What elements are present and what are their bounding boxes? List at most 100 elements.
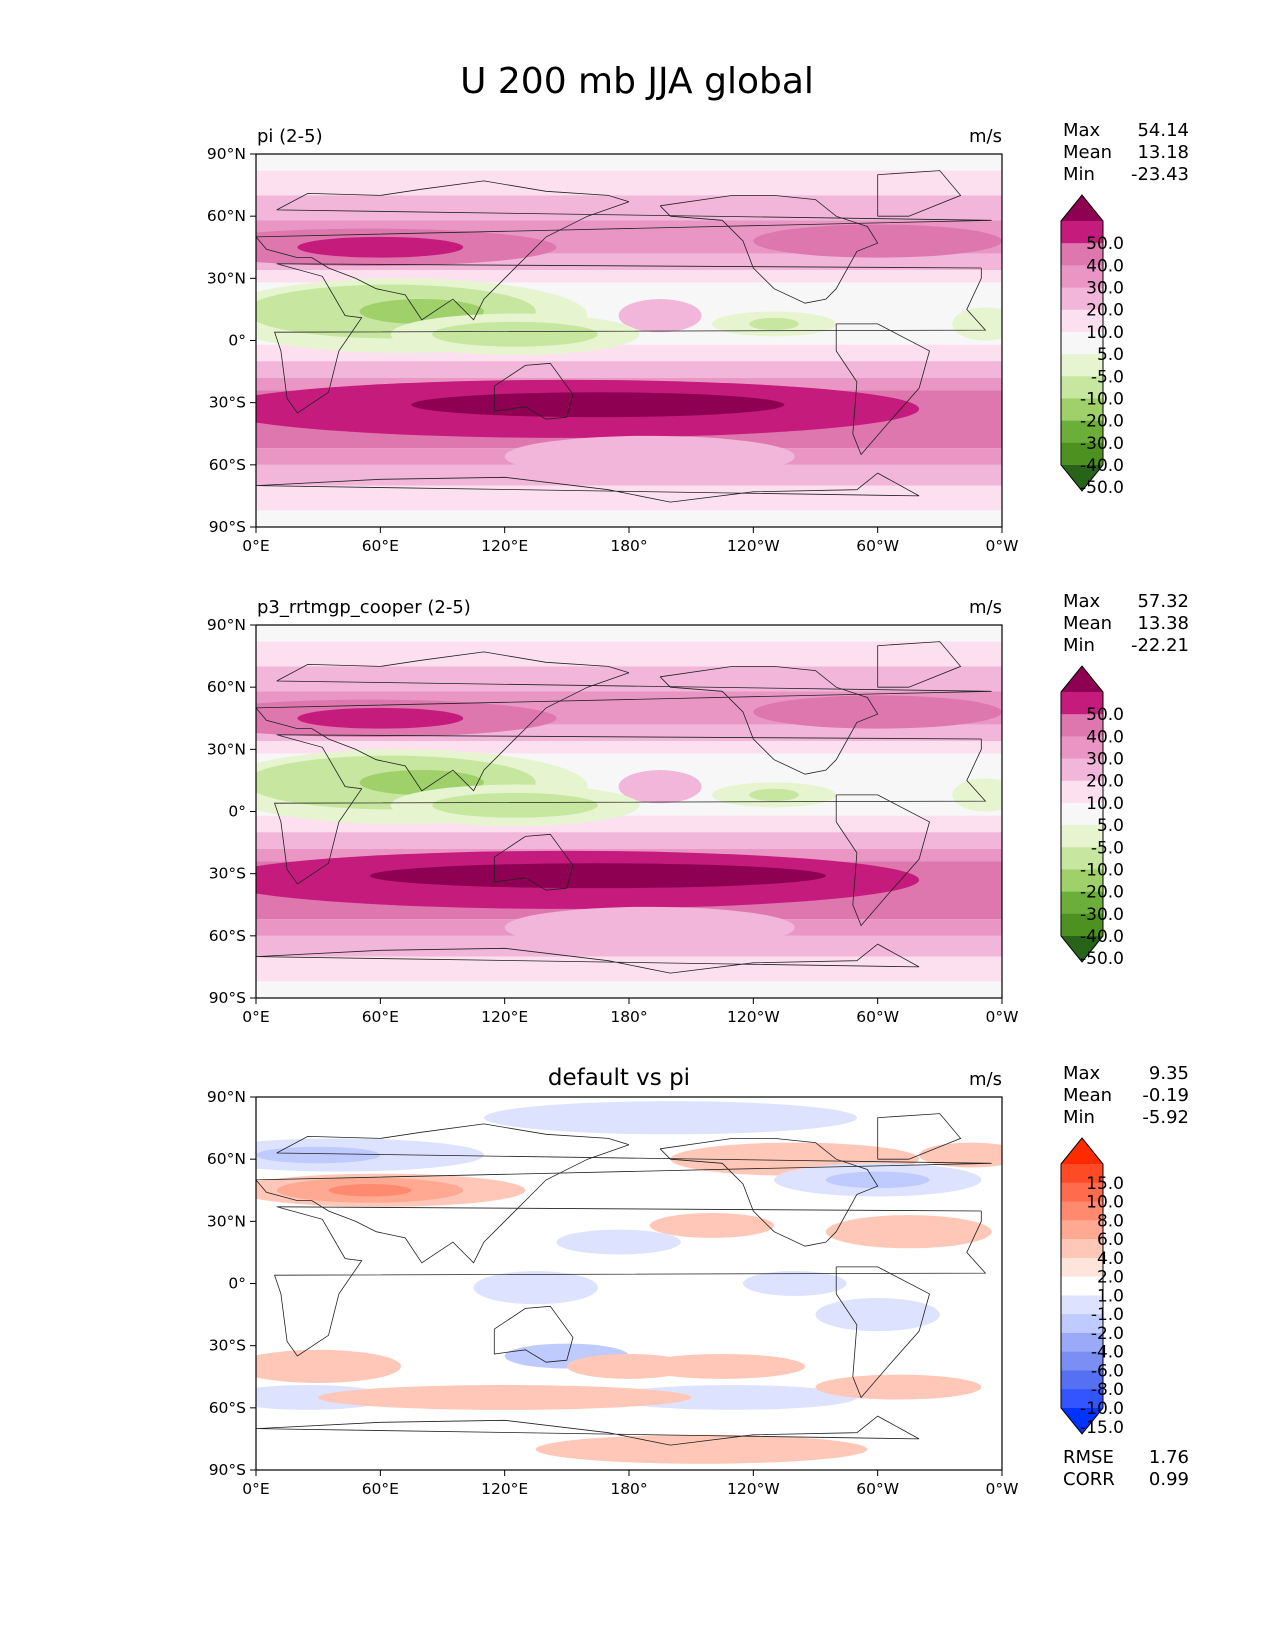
x-tick-label: 180° — [610, 1480, 647, 1498]
colorbar-segment — [1061, 265, 1103, 289]
colorbar-label: -50.0 — [1080, 478, 1124, 498]
x-tick-label: 0°E — [242, 1008, 269, 1026]
y-tick-label: 90°S — [209, 518, 246, 536]
coastline — [256, 943, 920, 974]
colorbar-label: -10.0 — [1080, 860, 1124, 880]
coastline — [659, 1138, 879, 1247]
colorbar-label: 30.0 — [1086, 750, 1124, 770]
colorbar-label: -1.0 — [1091, 1305, 1124, 1325]
colorbar-segment — [1061, 1295, 1103, 1315]
jet-core — [504, 906, 795, 949]
x-tick-label: 60°E — [362, 537, 399, 555]
field-band — [256, 832, 1002, 849]
colorbar-extend-bottom — [1061, 936, 1103, 962]
map-panel-3: default vs pi m/s 0°E 60°E 120°E 180° 120°W 60°… — [207, 1063, 1189, 1498]
colorbar-label: -10.0 — [1080, 1399, 1124, 1419]
extra-stat-label: RMSE — [1063, 1447, 1114, 1468]
difference-region — [608, 1385, 857, 1410]
colorbar-segment — [1061, 847, 1103, 870]
coastline — [835, 1266, 930, 1399]
colorbar-segment — [1061, 287, 1103, 311]
coastline — [659, 666, 879, 775]
colorbar-segment — [1061, 1164, 1103, 1184]
panel-center-title: default vs pi — [548, 1065, 690, 1091]
map-field — [256, 625, 1002, 998]
colorbar-label: -30.0 — [1080, 434, 1124, 454]
colorbar-segment — [1061, 1182, 1103, 1203]
y-tick-label: 30°N — [207, 269, 246, 287]
x-tick-label: 0°W — [986, 537, 1019, 555]
colorbar-label: -2.0 — [1091, 1324, 1124, 1344]
stat-label: Max — [1063, 120, 1101, 141]
coastline — [493, 833, 574, 891]
colorbar-label: 20.0 — [1086, 772, 1124, 792]
colorbar-label: 5.0 — [1097, 345, 1124, 365]
colorbar-label: -20.0 — [1080, 412, 1124, 432]
coastline — [256, 180, 992, 238]
colorbar-segment — [1061, 1257, 1103, 1278]
easterly-region — [952, 307, 1002, 341]
coastline — [256, 201, 630, 321]
colorbar-segment — [1061, 780, 1103, 804]
x-tick-label: 0°E — [242, 1480, 269, 1498]
extra-stat-value: 1.76 — [1149, 1447, 1189, 1468]
stat-label: Max — [1063, 1063, 1101, 1084]
colorbar-segment — [1061, 692, 1103, 715]
y-tick-label: 60°S — [209, 1399, 246, 1417]
difference-region — [318, 1385, 692, 1410]
jet-core — [504, 435, 795, 478]
colorbar-segment — [1061, 825, 1103, 848]
difference-region — [328, 1184, 412, 1197]
colorbar-extend-bottom — [1061, 1408, 1103, 1434]
colorbar-label: 20.0 — [1086, 301, 1124, 321]
jet-core — [618, 770, 702, 804]
x-tick-label: 60°E — [362, 1480, 399, 1498]
colorbar-label: -5.0 — [1091, 367, 1124, 387]
stat-value: -0.19 — [1142, 1085, 1189, 1106]
colorbar-extend-top — [1061, 666, 1103, 692]
field-band — [256, 641, 1002, 667]
colorbar-segment — [1061, 354, 1103, 377]
coastline — [493, 362, 574, 420]
easterly-region — [749, 317, 799, 331]
easterly-region — [952, 778, 1002, 812]
coastline — [835, 323, 930, 456]
x-tick-label: 120°E — [481, 1008, 528, 1026]
colorbar-segment — [1061, 442, 1103, 466]
colorbar-label: 10.0 — [1086, 794, 1124, 814]
x-tick-label: 120°E — [481, 1480, 528, 1498]
colorbar-label: 50.0 — [1086, 234, 1124, 254]
jet-core — [411, 392, 785, 418]
colorbar-extend-bottom — [1061, 465, 1103, 491]
field-band — [256, 361, 1002, 378]
easterly-region — [432, 321, 598, 347]
colorbar-label: -50.0 — [1080, 949, 1124, 969]
colorbar-label: 8.0 — [1097, 1211, 1124, 1231]
colorbar-label: 10.0 — [1086, 1193, 1124, 1213]
coastline — [835, 794, 930, 927]
y-tick-label: 90°N — [207, 616, 246, 634]
coastline — [256, 651, 992, 709]
colorbar-label: 40.0 — [1086, 727, 1124, 747]
difference-region — [483, 1101, 857, 1135]
stat-value: 57.32 — [1137, 591, 1189, 612]
easterly-region — [749, 788, 799, 802]
y-tick-label: 60°S — [209, 927, 246, 945]
difference-region — [649, 1213, 775, 1238]
colorbar-label: 40.0 — [1086, 256, 1124, 276]
x-tick-label: 120°W — [727, 1480, 780, 1498]
y-tick-label: 90°N — [207, 1088, 246, 1106]
jet-core — [753, 224, 1002, 258]
field-band — [256, 485, 1002, 511]
colorbar-outline — [1060, 1137, 1104, 1435]
x-tick-label: 60°W — [856, 1008, 899, 1026]
coastline — [256, 1123, 992, 1181]
difference-region — [473, 1271, 598, 1305]
coastline — [274, 263, 987, 414]
colorbar-label: -20.0 — [1080, 883, 1124, 903]
colorbar-label: 10.0 — [1086, 323, 1124, 343]
stat-value: 13.38 — [1137, 613, 1189, 634]
x-tick-label: 180° — [610, 537, 647, 555]
colorbar-segment — [1061, 736, 1103, 760]
